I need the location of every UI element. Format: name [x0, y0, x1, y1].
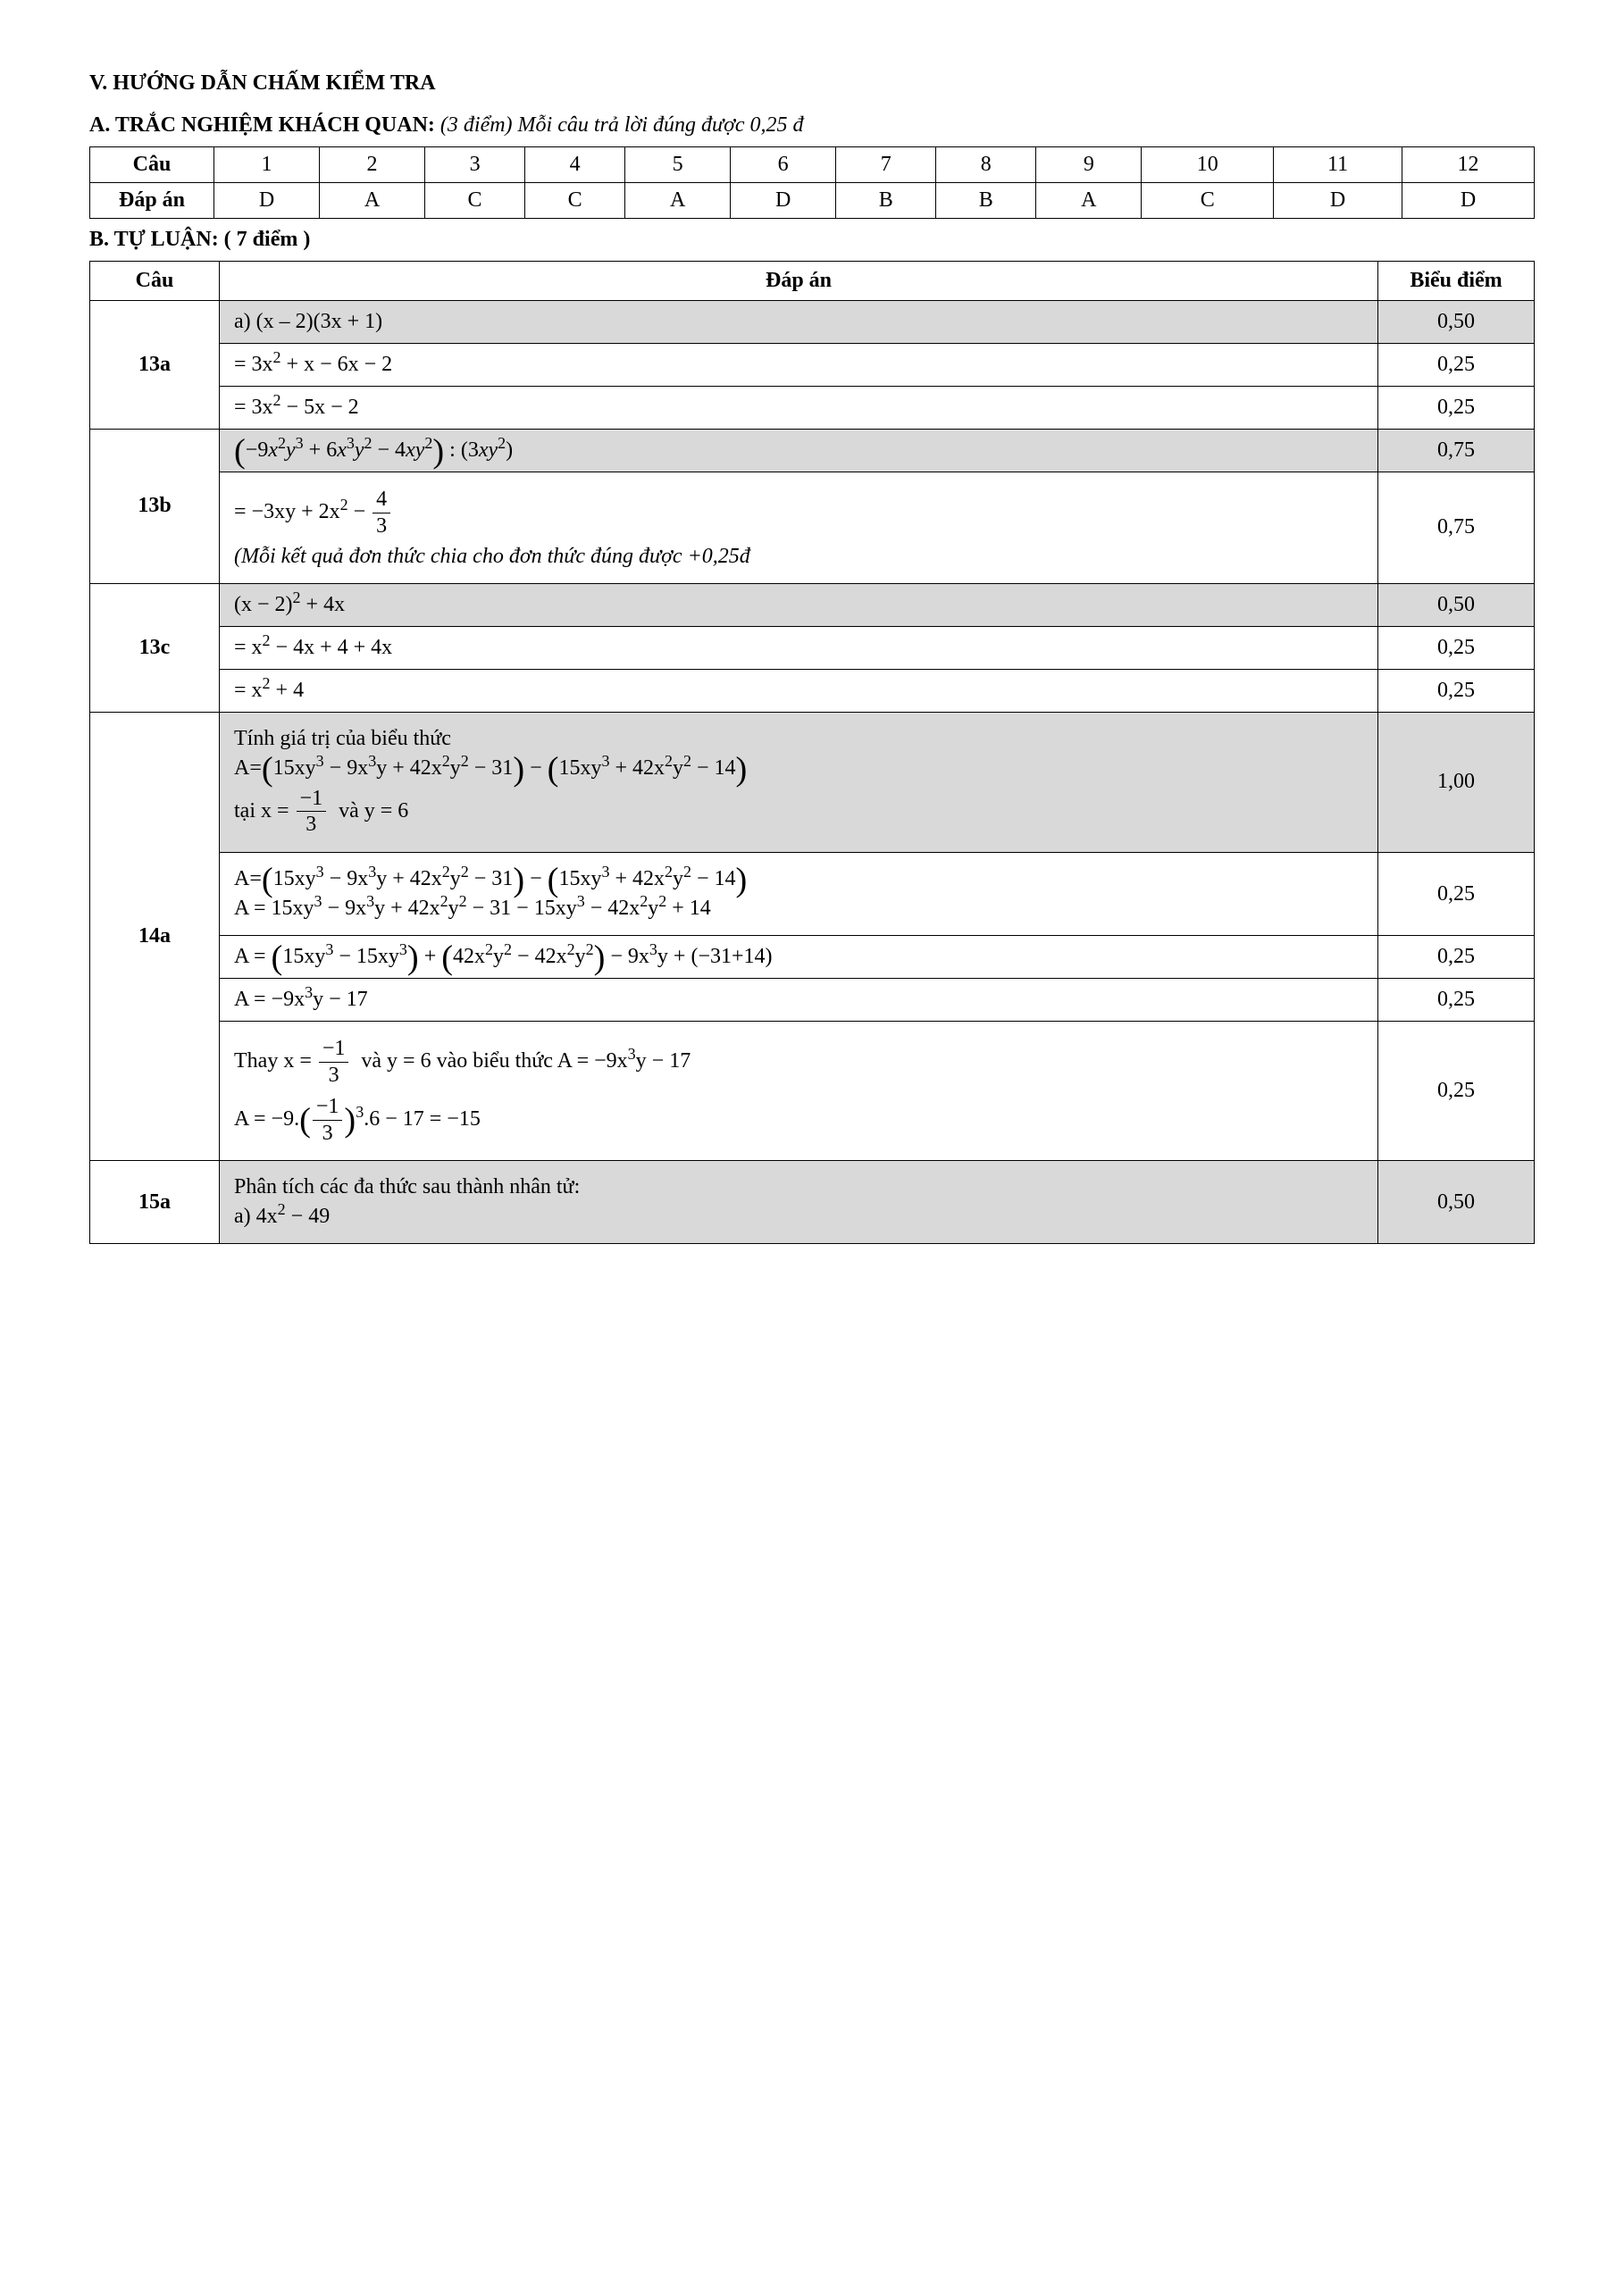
main-heading: V. HƯỚNG DẪN CHẤM KIỂM TRA [89, 71, 1535, 96]
table-row: = −3xy + 2x2 − 43(Mỗi kết quả đơn thức c… [90, 472, 1535, 584]
answer-content: A=(15xy3 − 9x3y + 42x2y2 − 31) − (15xy3 … [220, 853, 1378, 936]
col-header: 6 [731, 147, 836, 183]
score-cell: 0,25 [1378, 936, 1535, 979]
answer-content: Tính giá trị của biểu thứcA=(15xy3 − 9x3… [220, 712, 1378, 853]
score-cell: 0,25 [1378, 669, 1535, 712]
table-row: A = −9x3y − 170,25 [90, 979, 1535, 1022]
col-question-header: Câu [90, 262, 220, 301]
answer-content: A = −9x3y − 17 [220, 979, 1378, 1022]
table-row: = 3x2 + x − 6x − 20,25 [90, 344, 1535, 387]
answer-cell: C [1142, 183, 1274, 219]
table-row: 15aPhân tích các đa thức sau thành nhân … [90, 1161, 1535, 1244]
score-cell: 0,50 [1378, 583, 1535, 626]
col-header: 9 [1036, 147, 1142, 183]
score-cell: 0,25 [1378, 626, 1535, 669]
score-cell: 0,25 [1378, 387, 1535, 430]
col-header: 2 [320, 147, 425, 183]
col-header: 7 [836, 147, 936, 183]
answer-cell: D [214, 183, 320, 219]
answer-content: (−9x2y3 + 6x3y2 − 4xy2) : (3xy2) [220, 430, 1378, 472]
table-row: = 3x2 − 5x − 20,25 [90, 387, 1535, 430]
answer-content: Thay x = −13 và y = 6 vào biểu thức A = … [220, 1022, 1378, 1161]
answer-content: = −3xy + 2x2 − 43(Mỗi kết quả đơn thức c… [220, 472, 1378, 584]
multiple-choice-table: Câu 1 2 3 4 5 6 7 8 9 10 11 12 Đáp án D … [89, 146, 1535, 219]
score-cell: 0,25 [1378, 344, 1535, 387]
answer-cell: D [1274, 183, 1402, 219]
table-row: Đáp án D A C C A D B B A C D D [90, 183, 1535, 219]
score-cell: 0,50 [1378, 1161, 1535, 1244]
col-header: 4 [525, 147, 625, 183]
col-header: 10 [1142, 147, 1274, 183]
answer-content: (x − 2)2 + 4x [220, 583, 1378, 626]
question-id: 13a [90, 301, 220, 430]
trac-nghiem-header: A. TRẮC NGHIỆM KHÁCH QUAN: (3 điểm) Mỗi … [89, 113, 1535, 138]
score-cell: 0,25 [1378, 853, 1535, 936]
col-header: 11 [1274, 147, 1402, 183]
answer-cell: B [836, 183, 936, 219]
question-id: 14a [90, 712, 220, 1161]
answer-content: Phân tích các đa thức sau thành nhân tử:… [220, 1161, 1378, 1244]
answer-content: a) (x – 2)(3x + 1) [220, 301, 1378, 344]
answer-content: A = (15xy3 − 15xy3) + (42x2y2 − 42x2y2) … [220, 936, 1378, 979]
row-label: Đáp án [90, 183, 214, 219]
trac-nghiem-bold: A. TRẮC NGHIỆM KHÁCH QUAN: [89, 113, 435, 137]
score-cell: 1,00 [1378, 712, 1535, 853]
score-cell: 0,25 [1378, 979, 1535, 1022]
answer-cell: B [936, 183, 1036, 219]
answer-content: = x2 + 4 [220, 669, 1378, 712]
table-row: Câu 1 2 3 4 5 6 7 8 9 10 11 12 [90, 147, 1535, 183]
table-row: = x2 − 4x + 4 + 4x0,25 [90, 626, 1535, 669]
answer-cell: D [731, 183, 836, 219]
table-row: A=(15xy3 − 9x3y + 42x2y2 − 31) − (15xy3 … [90, 853, 1535, 936]
table-row: 13c(x − 2)2 + 4x0,50 [90, 583, 1535, 626]
table-row: Thay x = −13 và y = 6 vào biểu thức A = … [90, 1022, 1535, 1161]
col-header: 1 [214, 147, 320, 183]
tu-luan-label: B. TỰ LUẬN: ( 7 điểm ) [89, 228, 310, 251]
tu-luan-header: B. TỰ LUẬN: ( 7 điểm ) [89, 228, 1535, 252]
answer-cell: D [1402, 183, 1535, 219]
answer-cell: A [320, 183, 425, 219]
answer-cell: A [625, 183, 731, 219]
question-id: 13b [90, 430, 220, 584]
score-cell: 0,50 [1378, 301, 1535, 344]
table-row: = x2 + 40,25 [90, 669, 1535, 712]
col-header: 8 [936, 147, 1036, 183]
answer-content: = 3x2 + x − 6x − 2 [220, 344, 1378, 387]
row-label: Câu [90, 147, 214, 183]
trac-nghiem-italic: (3 điểm) Mỗi câu trả lời đúng được 0,25 … [440, 113, 804, 137]
answer-cell: A [1036, 183, 1142, 219]
col-answer-header: Đáp án [220, 262, 1378, 301]
answer-cell: C [525, 183, 625, 219]
col-score-header: Biểu điểm [1378, 262, 1535, 301]
answer-content: = 3x2 − 5x − 2 [220, 387, 1378, 430]
question-id: 15a [90, 1161, 220, 1244]
col-header: 3 [425, 147, 525, 183]
grading-table: Câu Đáp án Biểu điểm 13aa) (x – 2)(3x + … [89, 261, 1535, 1244]
col-header: 12 [1402, 147, 1535, 183]
col-header: 5 [625, 147, 731, 183]
score-cell: 0,75 [1378, 430, 1535, 472]
table-row: A = (15xy3 − 15xy3) + (42x2y2 − 42x2y2) … [90, 936, 1535, 979]
table-row: 13b(−9x2y3 + 6x3y2 − 4xy2) : (3xy2)0,75 [90, 430, 1535, 472]
score-cell: 0,75 [1378, 472, 1535, 584]
score-cell: 0,25 [1378, 1022, 1535, 1161]
answer-content: = x2 − 4x + 4 + 4x [220, 626, 1378, 669]
answer-cell: C [425, 183, 525, 219]
table-row: 13aa) (x – 2)(3x + 1)0,50 [90, 301, 1535, 344]
question-id: 13c [90, 583, 220, 712]
table-row: 14aTính giá trị của biểu thứcA=(15xy3 − … [90, 712, 1535, 853]
